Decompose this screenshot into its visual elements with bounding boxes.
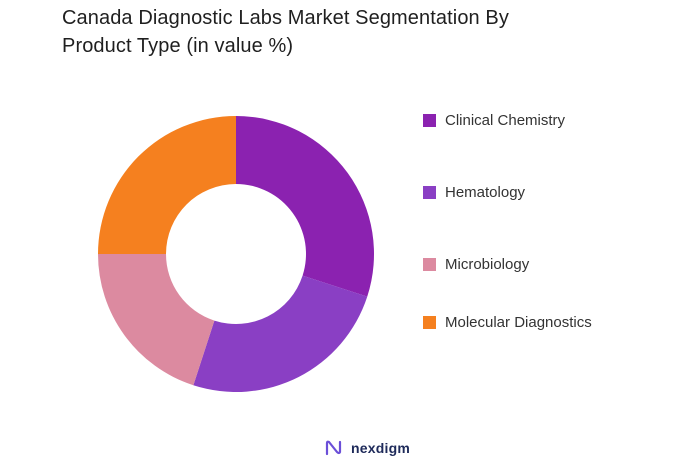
- legend-label: Molecular Diagnostics: [445, 314, 592, 331]
- legend-label: Microbiology: [445, 256, 530, 273]
- legend-item-microbiology: Microbiology: [423, 256, 529, 273]
- slice-clinical-chemistry: [236, 116, 374, 297]
- legend-swatch: [423, 316, 436, 329]
- legend-item-clinical-chemistry: Clinical Chemistry: [423, 112, 565, 129]
- slice-hematology: [193, 275, 368, 392]
- legend-item-molecular-diagnostics: Molecular Diagnostics: [423, 314, 592, 331]
- chart-legend: Clinical Chemistry Hematology Microbiology…: [423, 0, 693, 473]
- legend-label: Clinical Chemistry: [445, 112, 566, 129]
- nexdigm-logo-icon: [325, 440, 342, 456]
- slice-molecular-diagnostics: [98, 116, 236, 254]
- legend-item-hematology: Hematology: [423, 184, 525, 201]
- chart-title: Canada Diagnostic Labs Market Segmentati…: [62, 4, 662, 60]
- legend-swatch: [423, 258, 436, 271]
- slice-microbiology: [98, 254, 215, 386]
- legend-swatch: [423, 114, 436, 127]
- brand-logo: nexdigm: [325, 440, 410, 456]
- legend-swatch: [423, 186, 436, 199]
- brand-name: nexdigm: [351, 440, 410, 456]
- legend-label: Hematology: [445, 184, 526, 201]
- chart-title-line-1: Canada Diagnostic Labs Market Segmentati…: [62, 7, 509, 29]
- chart-title-line-2: Product Type (in value %): [62, 35, 294, 57]
